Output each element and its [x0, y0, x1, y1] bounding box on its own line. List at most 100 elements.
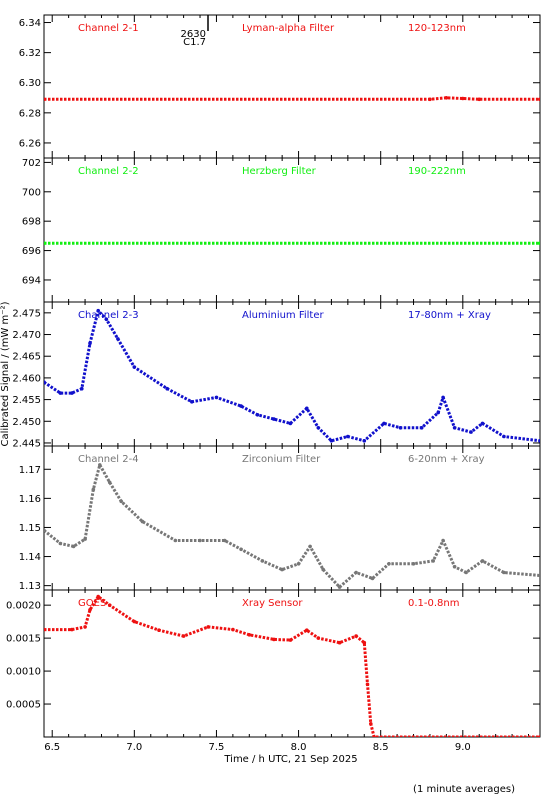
data-point	[372, 735, 376, 737]
data-point	[477, 97, 482, 102]
data-point	[239, 547, 243, 552]
data-point	[538, 241, 540, 245]
data-point	[280, 567, 284, 572]
data-point	[305, 406, 309, 411]
data-point	[538, 573, 540, 578]
data-point	[239, 404, 243, 408]
y-tick-label: 1.17	[19, 465, 41, 476]
data-point	[337, 640, 342, 645]
footer-note: (1 minute averages)	[413, 784, 515, 795]
data-point	[119, 499, 123, 504]
flare-marker: 2630 C1.7	[181, 15, 209, 48]
data-point	[369, 722, 373, 726]
data-point	[452, 426, 457, 430]
data-point	[436, 410, 441, 415]
x-tick-label: 6.5	[44, 742, 60, 753]
panel-frame	[43, 157, 541, 303]
y-tick-label: 6.28	[19, 108, 41, 119]
y-tick-label: 6.34	[19, 18, 41, 29]
filter-label: Lyman-alpha Filter	[242, 23, 335, 34]
data-point	[255, 413, 260, 417]
y-tick-label: 0.0005	[6, 700, 41, 711]
data-point	[464, 570, 468, 575]
y-tick-label: 2.460	[12, 373, 41, 384]
data-point	[272, 637, 276, 642]
y-tick-label: 2.465	[12, 352, 41, 363]
data-point	[321, 567, 326, 572]
x-tick-label: 7.5	[208, 742, 224, 753]
data-point	[83, 625, 87, 629]
data-point	[428, 97, 432, 102]
data-point	[362, 640, 367, 645]
data-point	[198, 538, 202, 543]
y-tick-label: 2.455	[12, 395, 41, 406]
series-line-1	[44, 96, 540, 101]
data-point	[247, 633, 252, 637]
data-point	[354, 570, 358, 575]
y-tick-label: 6.30	[19, 78, 41, 89]
channel-label: Channel 2-3	[78, 310, 139, 321]
data-point	[70, 627, 74, 632]
band-label: 120-123nm	[408, 23, 466, 34]
data-point	[502, 570, 506, 575]
data-point	[337, 585, 342, 589]
series-line-3	[44, 309, 540, 443]
data-point	[316, 426, 321, 430]
data-point	[387, 562, 391, 566]
y-tick-label: 0.0015	[6, 634, 41, 645]
data-point	[260, 559, 265, 563]
panel-frame	[43, 301, 541, 447]
data-point	[538, 97, 540, 102]
data-point	[98, 463, 102, 467]
data-point	[70, 391, 74, 395]
data-point	[362, 439, 367, 443]
x-axis-label: Time / h UTC, 21 Sep 2025	[223, 754, 357, 765]
y-tick-label: 2.475	[12, 308, 41, 319]
y-tick-label: 698	[22, 217, 41, 228]
data-point	[480, 559, 485, 563]
data-point	[91, 487, 96, 492]
band-label: 6-20nm + Xray	[408, 454, 485, 465]
panel-frame	[43, 589, 541, 738]
data-point	[190, 400, 194, 404]
data-point	[173, 538, 178, 543]
data-point	[107, 603, 112, 607]
panel-2: 694 696 698 700 702 Channel 2-2 Herzberg Filte…	[22, 157, 541, 303]
filter-label: Aluminium Filter	[242, 310, 325, 321]
data-point	[132, 619, 137, 624]
data-point	[80, 386, 84, 391]
data-point	[431, 559, 436, 563]
data-point	[538, 439, 540, 443]
data-point	[181, 634, 186, 638]
data-point	[44, 528, 46, 533]
band-label: 17-80nm + Xray	[408, 310, 491, 321]
band-label: 190-222nm	[408, 166, 466, 177]
data-point	[502, 434, 506, 439]
data-point	[316, 636, 321, 640]
data-point	[354, 634, 358, 638]
y-tick-label: 1.13	[19, 581, 41, 592]
data-point	[480, 421, 485, 426]
y-tick-label: 1.14	[19, 552, 41, 563]
x-tick-label: 8.0	[291, 742, 307, 753]
data-point	[305, 628, 309, 632]
x-tick-label: 7.0	[126, 742, 142, 753]
data-point	[96, 308, 100, 313]
channel-label: Channel 2-1	[78, 23, 139, 34]
y-axis-label: Calibrated Signal / (mW m⁻²)	[0, 301, 11, 446]
series-line-5	[44, 595, 540, 737]
flare-marker-bottom-label: C1.7	[183, 37, 206, 48]
band-label: 0.1-0.8nm	[408, 598, 460, 609]
filter-label: Xray Sensor	[242, 598, 303, 609]
data-point	[58, 391, 63, 395]
data-point	[83, 537, 87, 541]
channel-label: Channel 2-2	[78, 166, 139, 177]
data-point	[461, 96, 465, 101]
data-point	[44, 97, 46, 102]
data-point	[398, 426, 403, 430]
data-point	[365, 682, 370, 687]
y-tick-label: 0.0020	[6, 601, 41, 612]
data-point	[88, 608, 92, 612]
data-point	[214, 395, 219, 400]
